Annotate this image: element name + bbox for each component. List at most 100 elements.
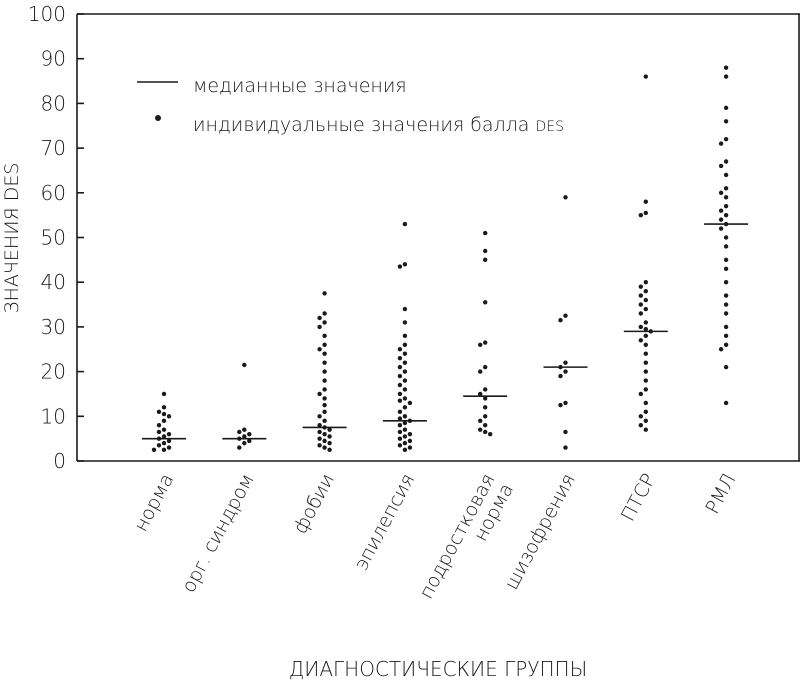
- data-point: [237, 445, 242, 450]
- legend-dot-label-main: индивидуальные значения балла: [193, 114, 529, 136]
- data-point: [317, 347, 322, 352]
- data-point: [643, 199, 648, 204]
- data-point: [723, 172, 729, 178]
- data-point: [723, 293, 729, 298]
- data-point: [558, 402, 563, 408]
- data-point: [643, 369, 648, 374]
- data-point: [563, 313, 568, 318]
- data-point: [327, 434, 332, 439]
- data-point: [638, 338, 643, 343]
- x-tick-label: ПТСР: [617, 470, 660, 525]
- data-point: [638, 293, 643, 298]
- data-point: [723, 159, 729, 164]
- y-tick-label: 20: [41, 360, 66, 384]
- data-point: [317, 429, 322, 435]
- data-point: [643, 326, 648, 332]
- data-point: [483, 364, 488, 370]
- data-point: [161, 418, 167, 423]
- data-point: [638, 212, 643, 218]
- data-point: [563, 429, 568, 435]
- y-tick-label: 50: [41, 226, 66, 250]
- data-point: [402, 221, 408, 227]
- x-tick-label-line: норма: [130, 470, 179, 535]
- data-point: [478, 418, 483, 423]
- x-tick-label-line: ПТСР: [617, 470, 660, 525]
- data-point: [397, 416, 403, 421]
- data-point: [643, 360, 648, 365]
- y-tick-label: 70: [41, 136, 66, 160]
- data-point: [723, 212, 729, 218]
- data-point: [643, 427, 648, 432]
- x-tick-label: орг. синдром: [178, 470, 259, 596]
- data-point: [156, 423, 162, 428]
- data-point: [402, 333, 408, 339]
- data-point: [397, 364, 403, 370]
- data-point: [407, 438, 413, 444]
- data-point: [723, 74, 729, 79]
- data-point: [317, 414, 322, 419]
- data-point: [643, 288, 648, 294]
- data-point: [483, 414, 488, 419]
- data-point: [643, 306, 648, 312]
- data-point: [643, 400, 648, 406]
- data-point: [563, 369, 568, 374]
- data-point: [643, 387, 648, 392]
- data-point: [317, 324, 322, 330]
- data-point: [161, 411, 167, 417]
- data-point: [322, 360, 327, 365]
- data-point: [723, 257, 729, 263]
- data-point: [402, 440, 408, 446]
- data-point: [322, 409, 327, 415]
- y-tick-label: 80: [41, 91, 66, 115]
- legend-dot-marker: [155, 115, 161, 121]
- data-point: [638, 414, 643, 419]
- y-axis: 0 10 20 30 40 50 60 70 80 90 100 ЗНАЧЕНИЯ DES: [1, 2, 84, 473]
- legend-dot-label: индивидуальные значения балла DES: [193, 114, 564, 136]
- data-point: [723, 333, 729, 339]
- data-point: [402, 414, 408, 419]
- data-point: [397, 443, 403, 448]
- data-point: [643, 280, 648, 285]
- x-axis-title: ДИАГНОСТИЧЕСКИЕ ГРУППЫ: [289, 657, 588, 681]
- data-point: [322, 291, 327, 296]
- data-point: [478, 342, 483, 347]
- data-point: [558, 373, 563, 379]
- data-point: [397, 409, 403, 415]
- data-point: [402, 369, 408, 374]
- data-point: [166, 414, 172, 419]
- data-point: [643, 409, 648, 415]
- data-point: [161, 440, 167, 446]
- data-point: [402, 405, 408, 410]
- y-tick-label: 30: [41, 315, 66, 339]
- data-point: [563, 445, 568, 450]
- data-point: [322, 402, 327, 408]
- data-point: [638, 423, 643, 428]
- data-point: [402, 360, 408, 365]
- data-point: [166, 431, 172, 437]
- data-point: [718, 190, 724, 195]
- data-point: [397, 373, 403, 379]
- data-point: [723, 342, 729, 347]
- data-point: [478, 427, 483, 432]
- data-point: [643, 378, 648, 383]
- data-point: [488, 431, 493, 437]
- data-point: [402, 396, 408, 401]
- data-point: [402, 306, 408, 312]
- data-point: [151, 447, 157, 453]
- data-point: [317, 315, 322, 321]
- y-tick-label: 60: [41, 181, 66, 205]
- x-tick-label-line: фобии: [289, 470, 339, 537]
- data-point: [322, 342, 327, 347]
- data-point: [483, 423, 488, 428]
- data-point: [718, 217, 724, 222]
- data-point: [638, 391, 643, 397]
- data-point: [723, 266, 729, 271]
- data-point: [247, 431, 252, 437]
- data-point: [723, 195, 729, 200]
- data-point: [402, 434, 408, 439]
- y-tick-label: 100: [28, 2, 66, 26]
- y-tick-label: 40: [41, 270, 66, 294]
- data-point: [397, 382, 403, 388]
- data-point: [166, 445, 172, 450]
- data-point: [322, 418, 327, 423]
